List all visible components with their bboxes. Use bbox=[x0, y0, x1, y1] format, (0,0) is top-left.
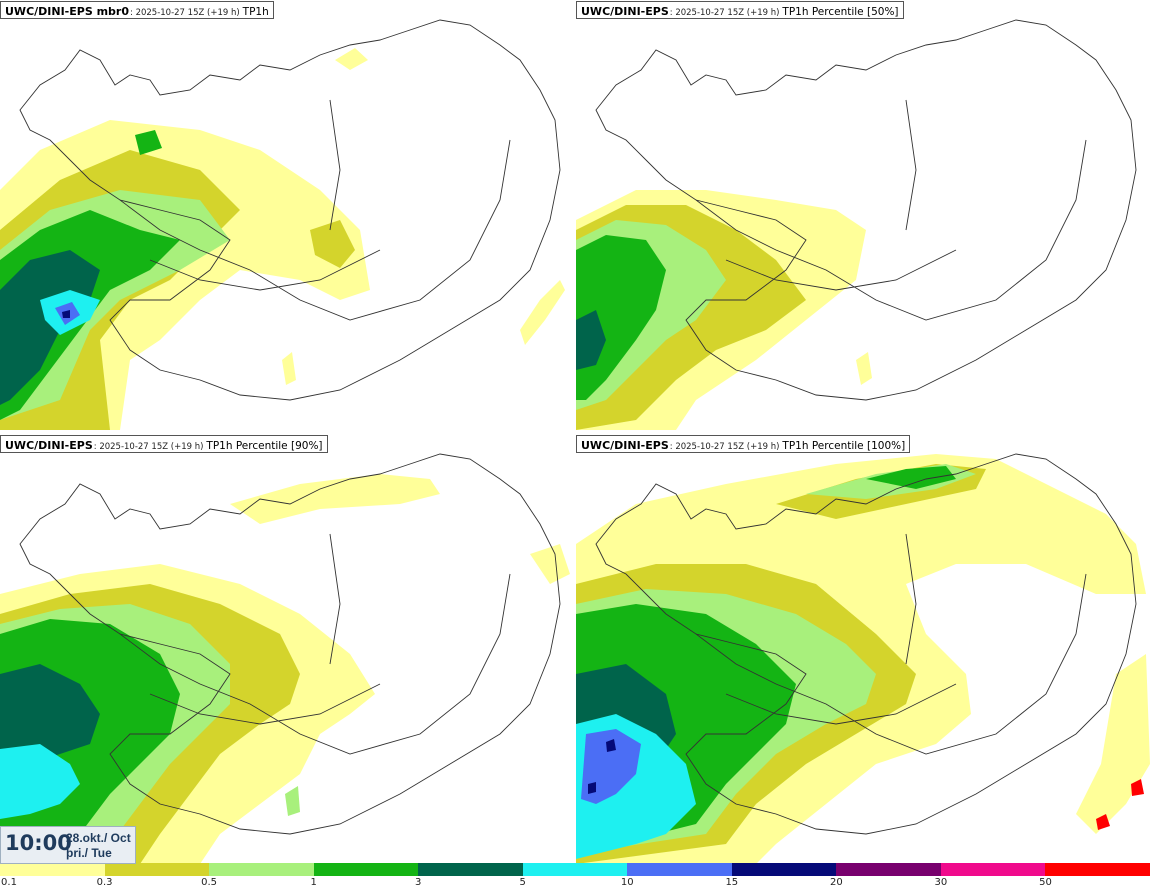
precip-map bbox=[576, 453, 1150, 864]
coastline bbox=[595, 453, 1137, 835]
valid-time-box: 10:00 28.okt./ Oct þri./ Tue bbox=[0, 826, 136, 864]
legend-tick-label: 10 bbox=[620, 877, 634, 888]
parameter-name: TP1h Percentile [90%] bbox=[206, 440, 323, 452]
run-time: : 2025-10-27 15Z (+19 h) bbox=[93, 442, 204, 452]
coastline bbox=[595, 19, 1137, 401]
legend-tick-label: 0.5 bbox=[201, 877, 218, 888]
legend-swatch bbox=[209, 863, 314, 876]
legend-tick-label: 20 bbox=[829, 877, 843, 888]
parameter-name: TP1h Percentile [50%] bbox=[782, 6, 899, 18]
model-name: UWC/DINI-EPS bbox=[581, 5, 669, 18]
panel-title: UWC/DINI-EPS: 2025-10-27 15Z (+19 h) TP1h… bbox=[0, 435, 328, 453]
run-time: : 2025-10-27 15Z (+19 h) bbox=[669, 8, 780, 18]
precip-map bbox=[0, 453, 570, 864]
precip-field bbox=[576, 190, 872, 430]
legend-swatch bbox=[522, 863, 628, 876]
precip-field bbox=[576, 454, 1150, 864]
legend-tick-label: 0.3 bbox=[96, 877, 113, 888]
legend-tick-label: 3 bbox=[414, 877, 422, 888]
map-panel-mbr0: UWC/DINI-EPS mbr0: 2025-10-27 15Z (+19 h… bbox=[0, 0, 574, 430]
legend-swatch bbox=[731, 863, 837, 876]
valid-time: 10:00 bbox=[5, 831, 72, 855]
map-panel-p90: UWC/DINI-EPS: 2025-10-27 15Z (+19 h) TP1h… bbox=[0, 434, 574, 864]
coastline bbox=[19, 19, 561, 401]
legend-tick-label: 5 bbox=[519, 877, 526, 888]
run-time: : 2025-10-27 15Z (+19 h) bbox=[130, 8, 240, 18]
valid-weekday: þri./ Tue bbox=[66, 846, 112, 860]
run-time: : 2025-10-27 15Z (+19 h) bbox=[669, 442, 780, 452]
legend-swatch bbox=[1045, 863, 1150, 876]
precip-map bbox=[576, 19, 1137, 430]
model-name: UWC/DINI-EPS mbr0 bbox=[5, 5, 129, 18]
precip-map bbox=[0, 19, 565, 430]
legend-color-bar bbox=[0, 863, 1150, 876]
coastline bbox=[19, 453, 561, 835]
legend-tick-label: 50 bbox=[1039, 877, 1052, 888]
legend-swatch bbox=[418, 863, 523, 876]
legend-swatch bbox=[0, 863, 105, 876]
color-legend: 0.1 0.3 0.5 1 3 5 10 15 20 30 50 bbox=[0, 863, 1150, 891]
map-panel-p50: UWC/DINI-EPS: 2025-10-27 15Z (+19 h) TP1h… bbox=[576, 0, 1150, 430]
legend-swatch bbox=[104, 863, 210, 876]
panel-title: UWC/DINI-EPS mbr0: 2025-10-27 15Z (+19 h… bbox=[0, 1, 274, 19]
precip-field bbox=[0, 474, 570, 864]
legend-swatch bbox=[627, 863, 732, 876]
panel-title: UWC/DINI-EPS: 2025-10-27 15Z (+19 h) TP1h… bbox=[576, 1, 904, 19]
legend-tick-label: 15 bbox=[725, 877, 739, 888]
panel-title: UWC/DINI-EPS: 2025-10-27 15Z (+19 h) TP1h… bbox=[576, 435, 911, 453]
legend-tick-label: 0.1 bbox=[1, 877, 17, 888]
legend-swatch bbox=[836, 863, 941, 876]
precip-field bbox=[0, 48, 565, 430]
legend-tick-label: 1 bbox=[310, 877, 317, 888]
model-name: UWC/DINI-EPS bbox=[5, 439, 93, 452]
model-name: UWC/DINI-EPS bbox=[581, 439, 669, 452]
legend-swatch bbox=[313, 863, 419, 876]
map-panel-p100: UWC/DINI-EPS: 2025-10-27 15Z (+19 h) TP1h… bbox=[576, 434, 1150, 864]
legend-swatch bbox=[940, 863, 1046, 876]
parameter-name: TP1h bbox=[242, 6, 269, 18]
parameter-name: TP1h Percentile [100%] bbox=[782, 440, 906, 452]
legend-tick-label: 30 bbox=[934, 877, 948, 888]
valid-date: 28.okt./ Oct bbox=[66, 831, 131, 845]
